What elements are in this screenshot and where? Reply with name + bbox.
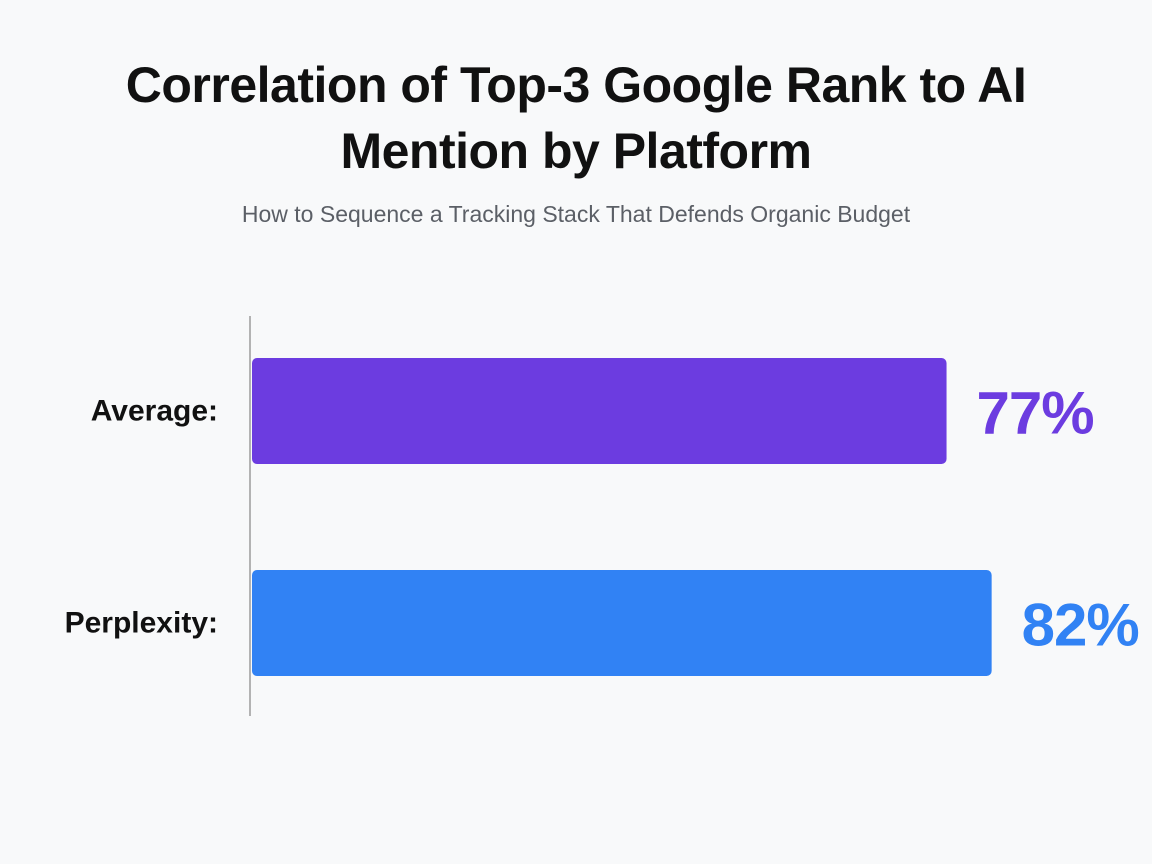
category-label: Average: xyxy=(91,395,218,428)
category-label: Perplexity: xyxy=(65,607,218,640)
bar xyxy=(252,358,947,464)
chart-title: Correlation of Top-3 Google Rank to AI M… xyxy=(125,57,1027,179)
value-label: 77% xyxy=(977,380,1094,447)
bars-group: Average: 77% Perplexity: 82% xyxy=(65,358,1140,676)
value-label: 82% xyxy=(1022,592,1139,659)
bar xyxy=(252,570,992,676)
chart-subtitle: How to Sequence a Tracking Stack That De… xyxy=(241,201,911,227)
